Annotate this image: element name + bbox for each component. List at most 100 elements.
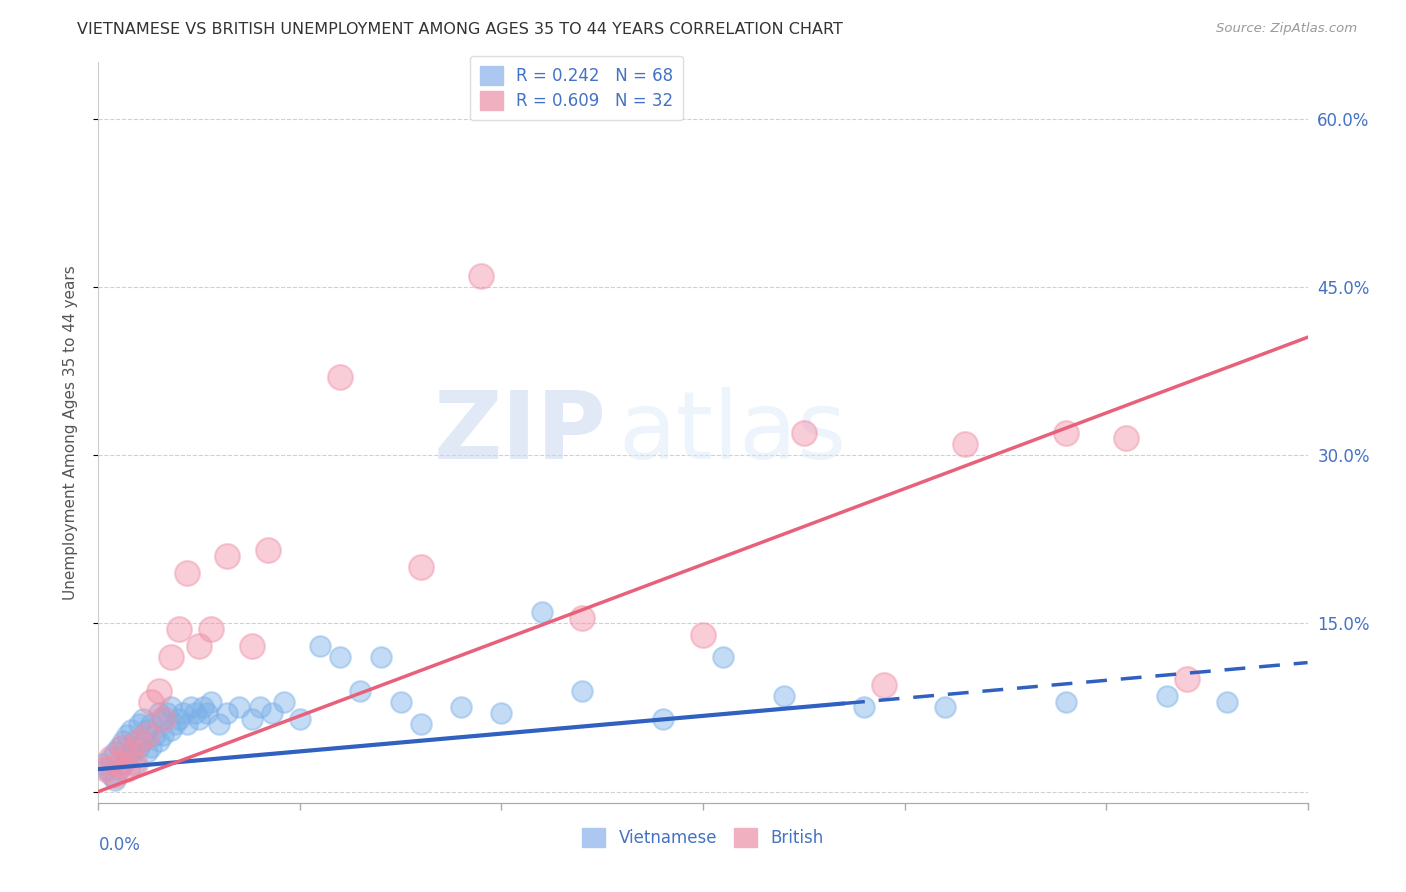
Point <box>156 706 179 720</box>
Point <box>260 706 283 720</box>
Point <box>1054 695 1077 709</box>
Point <box>103 745 125 759</box>
Point <box>200 622 222 636</box>
Point <box>180 700 202 714</box>
Point <box>111 734 134 748</box>
Point <box>256 543 278 558</box>
Point <box>167 622 190 636</box>
Point <box>1216 695 1239 709</box>
Point <box>96 762 118 776</box>
Point <box>143 729 166 743</box>
Point <box>571 683 593 698</box>
Point <box>228 700 250 714</box>
Point <box>176 717 198 731</box>
Point <box>934 700 956 714</box>
Point <box>107 762 129 776</box>
Text: VIETNAMESE VS BRITISH UNEMPLOYMENT AMONG AGES 35 TO 44 YEARS CORRELATION CHART: VIETNAMESE VS BRITISH UNEMPLOYMENT AMONG… <box>77 22 844 37</box>
Point <box>103 768 125 782</box>
Point <box>470 268 492 283</box>
Point <box>711 650 734 665</box>
Point <box>111 756 134 771</box>
Point <box>160 650 183 665</box>
Point <box>288 712 311 726</box>
Point <box>120 723 142 737</box>
Point <box>91 756 114 771</box>
Point <box>172 706 194 720</box>
Point <box>115 751 138 765</box>
Point <box>853 700 876 714</box>
Text: Source: ZipAtlas.com: Source: ZipAtlas.com <box>1216 22 1357 36</box>
Point <box>240 712 263 726</box>
Point <box>139 739 162 754</box>
Point <box>124 756 146 771</box>
Point <box>128 739 150 754</box>
Point <box>184 706 207 720</box>
Point <box>193 700 215 714</box>
Point <box>389 695 412 709</box>
Point <box>1054 425 1077 440</box>
Point <box>772 690 794 704</box>
Point <box>148 706 170 720</box>
Point <box>135 745 157 759</box>
Point <box>120 745 142 759</box>
Point <box>370 650 392 665</box>
Point <box>128 717 150 731</box>
Point <box>96 762 118 776</box>
Point <box>103 773 125 788</box>
Point <box>188 712 211 726</box>
Point <box>135 729 157 743</box>
Point <box>167 712 190 726</box>
Point <box>139 717 162 731</box>
Point <box>793 425 815 440</box>
Point <box>1175 673 1198 687</box>
Point <box>100 751 122 765</box>
Point <box>152 712 174 726</box>
Point <box>349 683 371 698</box>
Point <box>329 369 352 384</box>
Y-axis label: Unemployment Among Ages 35 to 44 years: Unemployment Among Ages 35 to 44 years <box>63 265 77 600</box>
Point <box>200 695 222 709</box>
Point <box>124 734 146 748</box>
Point <box>240 639 263 653</box>
Point <box>107 756 129 771</box>
Point <box>651 712 673 726</box>
Point <box>160 700 183 714</box>
Point <box>163 717 186 731</box>
Point <box>107 739 129 754</box>
Point <box>249 700 271 714</box>
Point <box>329 650 352 665</box>
Point <box>128 734 150 748</box>
Point <box>409 717 432 731</box>
Point <box>100 751 122 765</box>
Point <box>115 762 138 776</box>
Point <box>111 739 134 754</box>
Point <box>152 729 174 743</box>
Point <box>152 712 174 726</box>
Point <box>217 706 239 720</box>
Point <box>148 683 170 698</box>
Point <box>139 695 162 709</box>
Point <box>217 549 239 563</box>
Point <box>273 695 295 709</box>
Point <box>450 700 472 714</box>
Point <box>135 723 157 737</box>
Point <box>530 605 553 619</box>
Point <box>953 437 976 451</box>
Point <box>1156 690 1178 704</box>
Point <box>132 712 155 726</box>
Text: atlas: atlas <box>619 386 846 479</box>
Point <box>1115 431 1137 445</box>
Point <box>160 723 183 737</box>
Point <box>491 706 513 720</box>
Point <box>188 639 211 653</box>
Legend: Vietnamese, British: Vietnamese, British <box>575 822 831 854</box>
Point <box>100 768 122 782</box>
Point <box>873 678 896 692</box>
Point <box>148 734 170 748</box>
Point <box>409 560 432 574</box>
Text: 0.0%: 0.0% <box>98 836 141 855</box>
Point <box>124 756 146 771</box>
Point <box>115 729 138 743</box>
Point <box>692 627 714 641</box>
Point <box>195 706 218 720</box>
